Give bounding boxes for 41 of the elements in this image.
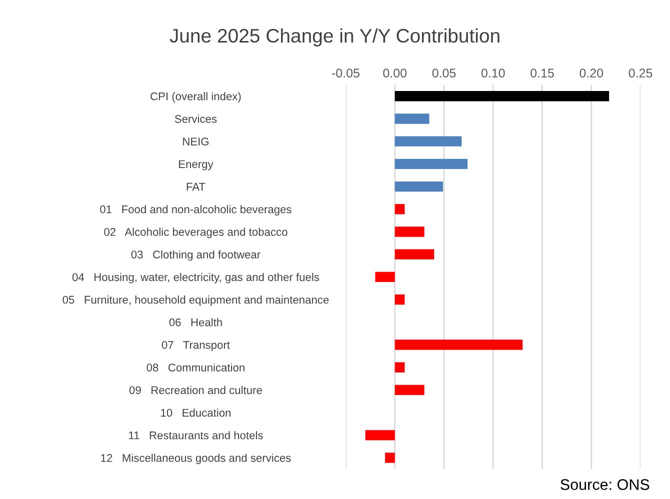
y-tick-label: 11 Restaurants and hotels [129, 431, 263, 440]
bar [394, 384, 424, 396]
y-tick-label: 09 Recreation and culture [129, 386, 262, 394]
y-tick-label: Energy [179, 160, 214, 170]
x-tick-label: -0.05 [332, 68, 360, 78]
bar [365, 430, 395, 440]
y-tick-label: 08 Communication [146, 363, 244, 372]
bar [385, 452, 395, 463]
y-tick-label: 01 Food and non-alcoholic beverages [100, 205, 292, 216]
y-tick-label: 03 Clothing and footwear [131, 250, 260, 261]
bar [375, 272, 395, 282]
source-note: Source: ONS [560, 479, 650, 490]
bar [394, 91, 610, 102]
y-tick-label: 10 Education [161, 408, 231, 417]
y-tick-label: 06 Health [169, 318, 222, 326]
x-tick-label: 0.10 [481, 68, 505, 78]
bar [394, 226, 424, 237]
y-tick-label: 07 Transport [162, 341, 230, 352]
bar [394, 204, 405, 214]
x-tick-label: 0.15 [530, 68, 554, 78]
y-tick-label: 05 Furniture, household equipment and maintenance [62, 296, 329, 306]
bar [394, 158, 468, 170]
y-tick-label: 12 Miscellaneous goods and services [101, 454, 291, 464]
bar [394, 114, 430, 124]
y-tick-label: CPI (overall index) [150, 92, 241, 102]
y-tick-label: NEIG [183, 138, 208, 146]
bar [394, 249, 434, 260]
y-tick-label: Services [174, 114, 217, 123]
bar [394, 181, 444, 192]
x-tick-label: 0.00 [383, 68, 407, 78]
bar [394, 136, 462, 146]
x-tick-label: 0.20 [580, 68, 604, 78]
y-tick-label: FAT [186, 182, 206, 191]
bar [394, 362, 405, 372]
y-tick-label: 02 Alcoholic beverages and tobacco [104, 228, 288, 238]
x-tick-label: 0.05 [432, 68, 456, 78]
chart-title: June 2025 Change in Y/Y Contribution [170, 28, 500, 46]
y-tick-label: 04 Housing, water, electricity, gas and other fuels [72, 272, 320, 284]
x-tick-label: 0.25 [628, 68, 652, 78]
bar [394, 340, 523, 350]
bar [394, 294, 405, 305]
